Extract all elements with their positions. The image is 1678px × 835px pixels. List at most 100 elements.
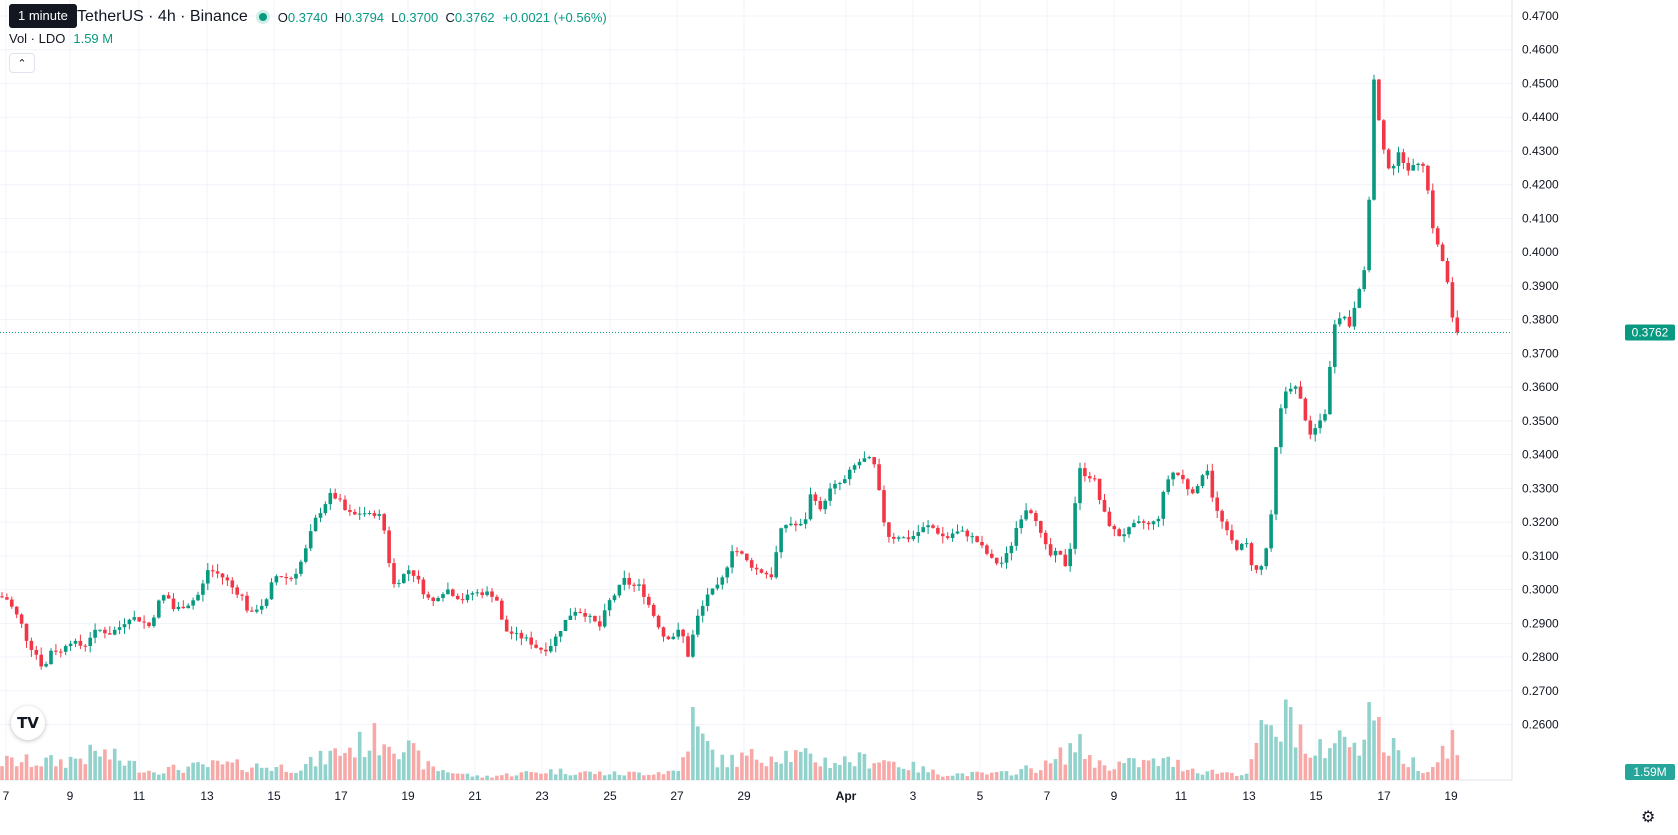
candle-body	[235, 587, 239, 595]
candle-body	[544, 649, 548, 652]
candle-body	[264, 599, 269, 606]
volume-bar	[1141, 759, 1146, 780]
candle-body	[367, 513, 372, 515]
tradingview-logo-icon[interactable]: TV	[11, 706, 45, 740]
candle-body	[397, 583, 401, 585]
candle-body	[1264, 548, 1268, 567]
volume-bar	[1063, 764, 1068, 780]
candle-body	[911, 535, 916, 540]
candle-body	[676, 629, 680, 637]
candle-body	[348, 509, 352, 512]
volume-legend: Vol · LDO 1.59 M	[9, 31, 113, 46]
candle-body	[1274, 447, 1278, 515]
volume-bar	[161, 773, 166, 780]
volume-bar	[955, 773, 960, 780]
volume-bar	[83, 764, 88, 780]
volume-bar	[867, 768, 872, 780]
volume-bar	[1328, 748, 1332, 780]
volume-bar	[975, 771, 979, 780]
volume-bar	[377, 755, 382, 780]
candle-body	[112, 629, 117, 635]
volume-bar	[1239, 775, 1244, 780]
volume-bar	[402, 752, 406, 780]
candle-body	[1195, 485, 1200, 494]
candle-body	[1298, 386, 1303, 399]
candle-body	[789, 523, 793, 526]
candle-body	[916, 532, 921, 536]
volume-bar	[681, 757, 685, 780]
candle-body	[1215, 497, 1219, 511]
volume-bar	[122, 765, 127, 780]
candle-body	[1004, 553, 1009, 563]
volume-bar	[1053, 759, 1058, 780]
volume-bar	[1293, 747, 1298, 780]
candle-body	[230, 580, 235, 588]
candle-body	[568, 615, 573, 620]
price-tick-label: 0.3000	[1522, 583, 1559, 597]
volume-bar	[1396, 750, 1401, 780]
candle-body	[1235, 540, 1239, 550]
volume-bar	[1235, 775, 1239, 780]
candle-body	[936, 527, 940, 534]
candle-body	[19, 614, 24, 624]
candle-body	[1137, 521, 1141, 523]
candle-body	[553, 636, 558, 646]
price-tick-label: 0.3500	[1522, 414, 1559, 428]
volume-bar	[299, 770, 303, 780]
gear-icon[interactable]: ⚙	[1641, 809, 1656, 826]
volume-bar	[108, 759, 112, 780]
volume-bar	[289, 772, 293, 780]
price-axis[interactable]: 0.4700 0.4600 0.4500 0.4400 0.4300 0.4200 0.41…	[1522, 9, 1559, 732]
volume-bar	[1342, 736, 1347, 780]
volume-bar	[892, 761, 896, 780]
candle-body	[696, 615, 700, 635]
volume-label[interactable]: Vol · LDO	[9, 31, 66, 46]
candle-body	[161, 595, 166, 601]
symbol-title[interactable]: TetherUS · 4h · Binance	[77, 8, 248, 25]
candle-body	[436, 597, 440, 602]
volume-bar	[475, 775, 480, 780]
volume-bar	[465, 773, 470, 780]
candle-body	[1102, 499, 1107, 512]
volume-bar	[1039, 770, 1043, 780]
candle-body	[382, 514, 386, 531]
candle-body	[5, 597, 9, 600]
volume-bar	[735, 766, 739, 780]
volume-bar	[1445, 758, 1450, 780]
volume-bar	[1176, 759, 1180, 780]
candle-body	[647, 596, 651, 605]
volume-bar	[1352, 742, 1357, 780]
candle-body	[808, 494, 813, 520]
candle-body	[14, 606, 19, 615]
market-status-icon[interactable]	[255, 10, 270, 24]
candle-body	[1014, 528, 1019, 546]
candle-body	[313, 517, 318, 532]
candle-body	[926, 525, 930, 528]
svg-text:0.3762: 0.3762	[1632, 325, 1669, 339]
time-axis[interactable]: 7 9 11 13 15 17 19 21 23 25 27 29 Apr 3 5 7 9 11 13 15 17 19	[3, 789, 1458, 803]
volume-bar	[941, 776, 945, 780]
volume-bar	[1313, 755, 1317, 780]
candle-body	[862, 458, 867, 462]
candle-body	[1166, 479, 1170, 492]
candle-body	[1337, 318, 1342, 325]
volume-bar	[823, 757, 827, 780]
volume-bar	[509, 776, 514, 780]
candle-body	[1122, 534, 1126, 537]
volume-bar	[279, 764, 284, 780]
candle-body	[49, 650, 53, 665]
volume-bar	[1279, 741, 1283, 780]
candle-body	[1435, 228, 1440, 245]
candle-body	[671, 636, 676, 640]
candle-body	[955, 531, 960, 534]
volume-bar	[1171, 766, 1175, 780]
candle-body	[250, 610, 254, 612]
volume-bar	[965, 776, 970, 780]
volume-bar	[353, 757, 357, 780]
collapse-legend-button[interactable]: ⌃	[9, 53, 35, 73]
volume-bar	[769, 756, 774, 780]
candle-body	[1391, 165, 1396, 169]
volume-bar	[764, 766, 769, 780]
candle-body	[308, 531, 313, 549]
